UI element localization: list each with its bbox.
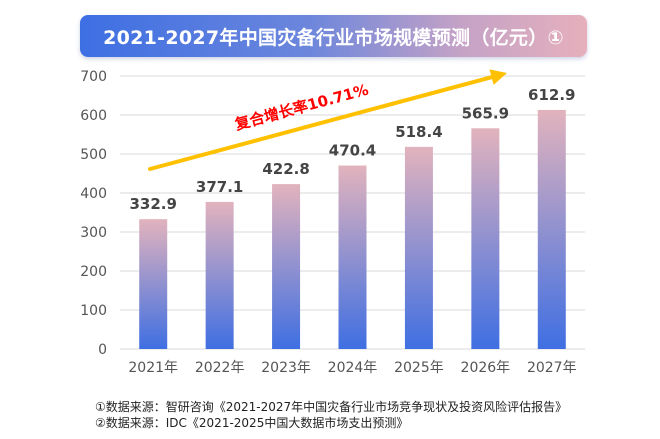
y-tick-label: 400 (80, 186, 107, 202)
chart-title-bar: 2021-2027年中国灾备行业市场规模预测（亿元）① (80, 15, 587, 57)
data-labels: 332.9 377.1 422.8 470.4 518.4 565.9 612.9 (129, 86, 575, 213)
data-label: 332.9 (129, 195, 176, 213)
y-tick-label: 200 (80, 264, 107, 280)
bar (272, 184, 301, 349)
bar (338, 165, 367, 349)
x-tick-label: 2025年 (394, 360, 444, 376)
y-tick-label: 600 (80, 108, 107, 124)
x-tick-label: 2024年 (328, 360, 378, 376)
y-tick-label: 0 (98, 342, 107, 358)
x-tick-label: 2027年 (527, 360, 577, 376)
x-tick-label: 2023年 (261, 360, 311, 376)
footnote-2: ②数据来源：IDC《2021-2025中国大数据市场支出预测》 (95, 416, 409, 430)
x-tick-label: 2021年 (128, 360, 178, 376)
growth-arrow-shaft (148, 74, 496, 171)
bar (139, 219, 168, 349)
data-label: 518.4 (395, 123, 442, 141)
data-label: 422.8 (262, 160, 309, 178)
data-label: 377.1 (196, 178, 243, 196)
bar (471, 128, 500, 349)
y-tick-label: 700 (80, 69, 107, 85)
x-tick-label: 2026年 (461, 360, 511, 376)
growth-arrow-head (489, 69, 507, 85)
data-label: 565.9 (462, 104, 509, 122)
growth-rate-label: 复合增长率10.71% (232, 81, 370, 134)
data-label: 612.9 (528, 86, 575, 104)
bar (404, 146, 433, 349)
y-tick-label: 300 (80, 225, 107, 241)
footnote-1: ①数据来源：智研咨询《2021-2027年中国灾备行业市场竞争现状及投资风险评估… (95, 400, 568, 414)
bar (537, 109, 566, 350)
chart-title: 2021-2027年中国灾备行业市场规模预测（亿元）① (103, 26, 564, 49)
y-tick-label: 500 (80, 147, 107, 163)
data-label: 470.4 (329, 142, 376, 160)
bars (139, 109, 566, 350)
axes: 0 100 200 300 400 500 600 700 2021年 2022年 2023年 202… (80, 69, 576, 376)
bar (205, 201, 234, 349)
x-tick-label: 2022年 (195, 360, 245, 376)
y-tick-label: 100 (80, 303, 107, 319)
